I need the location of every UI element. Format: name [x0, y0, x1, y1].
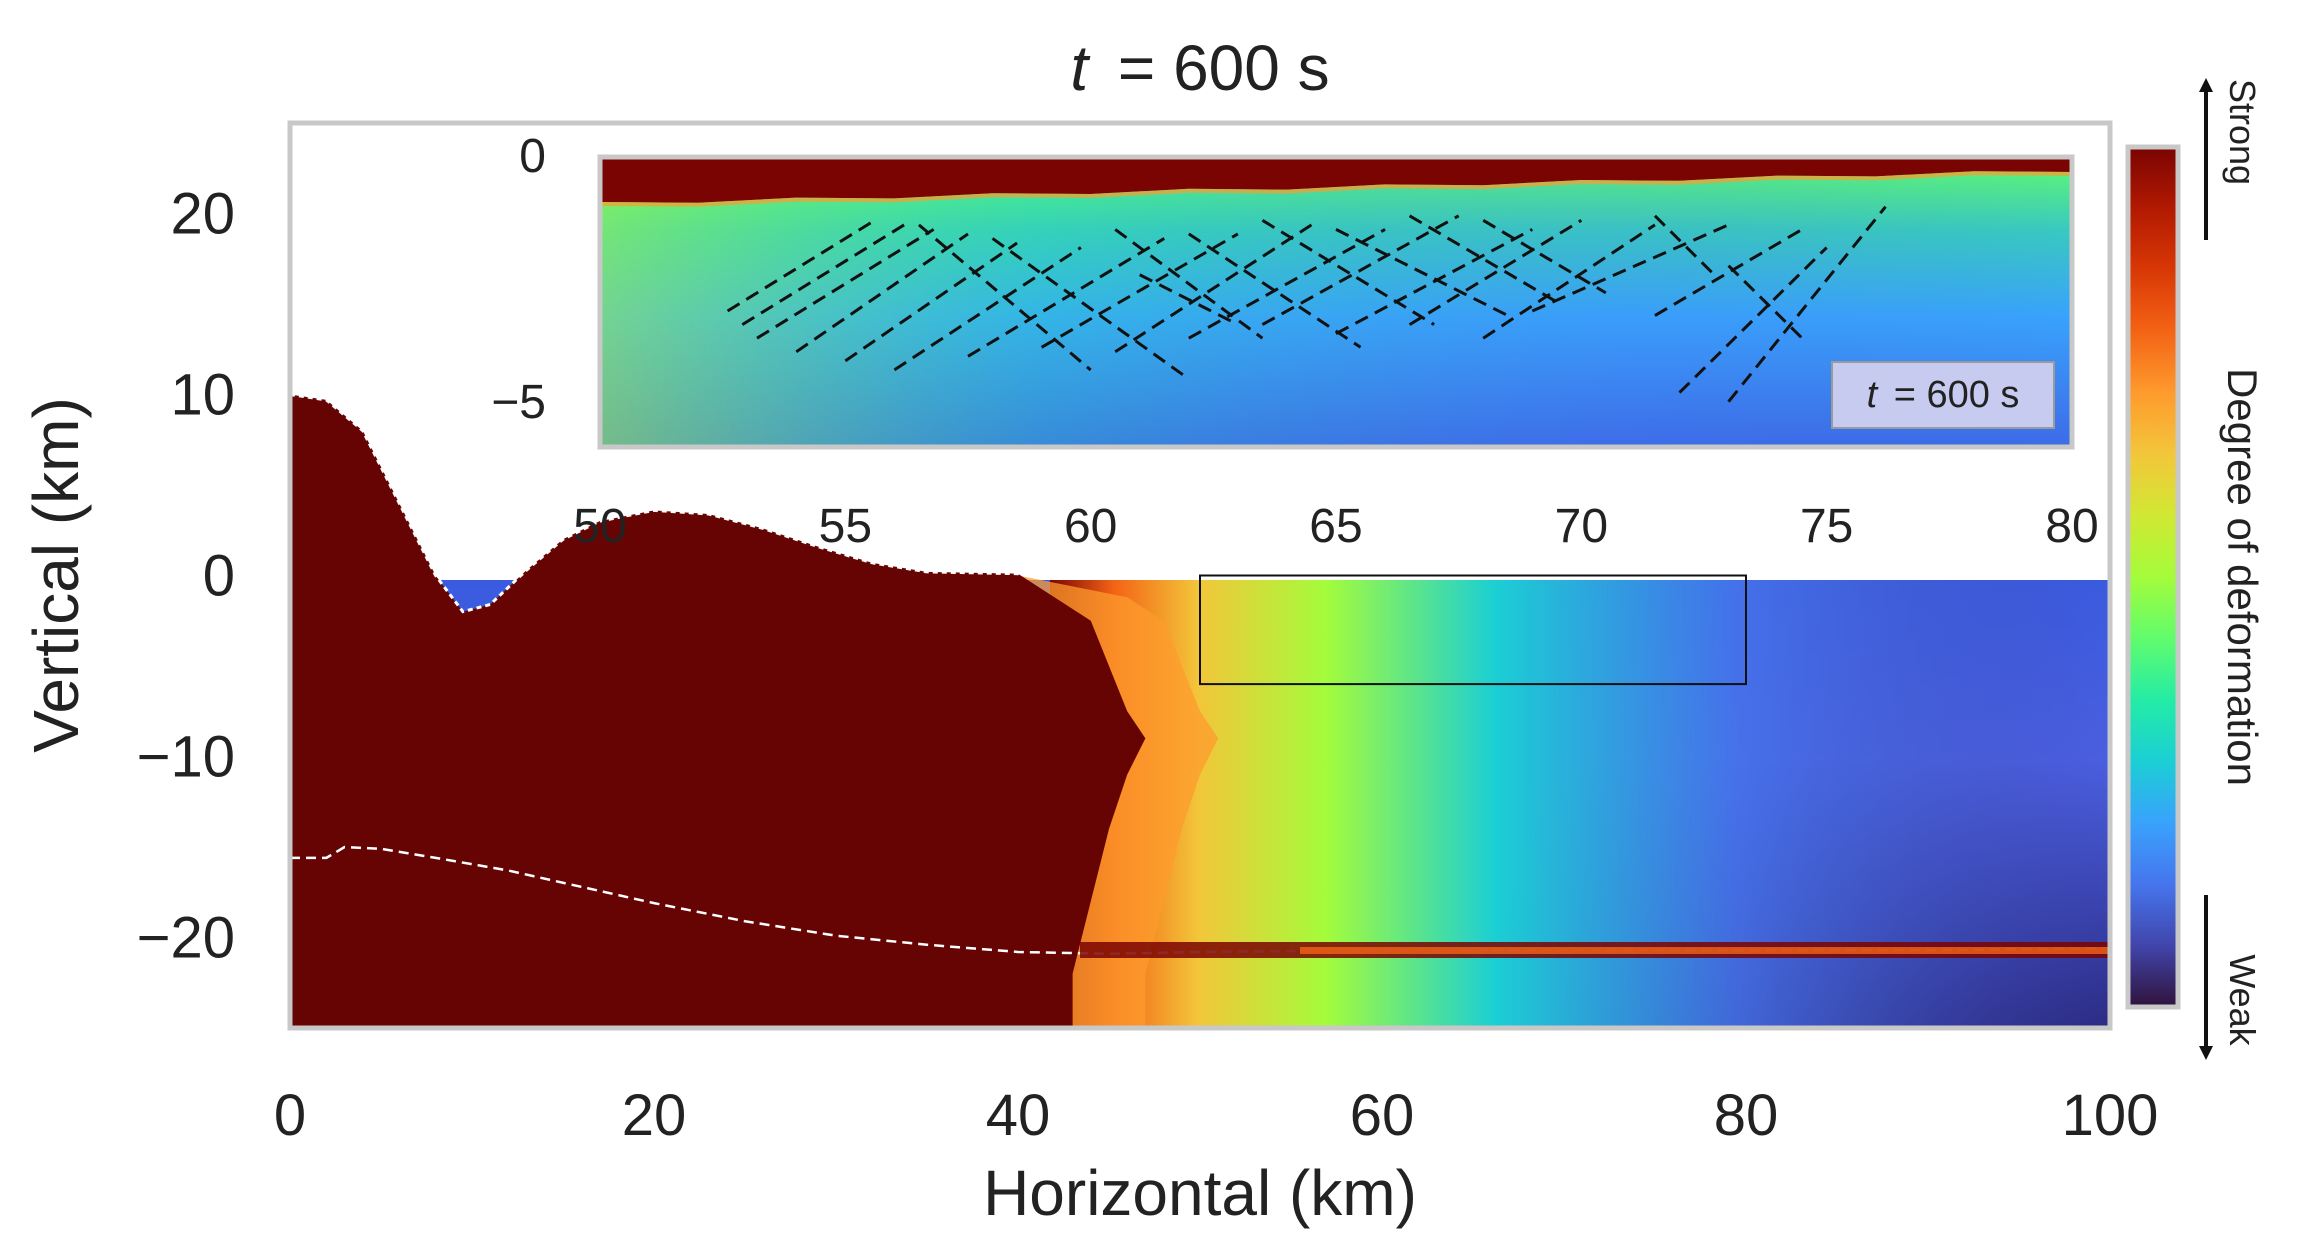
- inset-y-tick-label: 0: [519, 130, 546, 183]
- y-tick-label: −20: [137, 906, 235, 971]
- inset-time-badge: [1831, 361, 2055, 429]
- inset-y-ticks: 0 −5: [491, 130, 546, 429]
- inset-time-label: t = 600 s: [1867, 374, 2020, 416]
- inset-fade: [600, 157, 2072, 447]
- zoom-box: [1199, 574, 1747, 686]
- strong-arrow-head: [2199, 78, 2213, 92]
- inset-time-prefix: t: [1867, 374, 1879, 416]
- x-tick-label: 60: [1350, 1083, 1415, 1148]
- colorbar: Degree of deformation Strong Weak: [2125, 78, 2266, 1060]
- strong-deformation-region: [290, 394, 1146, 1028]
- colorbar-frame: [2125, 144, 2181, 1010]
- y-axis-label: Vertical (km): [20, 397, 92, 753]
- y-tick-label: 0: [203, 544, 235, 609]
- fault-line: [1408, 214, 1558, 304]
- fault-line: [1408, 219, 1583, 326]
- title-prefix: t: [1070, 32, 1090, 104]
- inset-y-tick-label: −5: [491, 376, 546, 429]
- inset-x-tick-label: 60: [1064, 500, 1117, 553]
- fault-line: [1482, 219, 1607, 295]
- inset-x-tick-label: 55: [819, 500, 872, 553]
- fault-line: [795, 232, 969, 354]
- y-tick-label: 10: [170, 363, 235, 428]
- y-tick-label: −10: [137, 725, 235, 790]
- y-tick-label: 20: [170, 182, 235, 247]
- fault-line: [1335, 228, 1533, 335]
- fault-line: [1678, 246, 1828, 394]
- fault-line: [893, 246, 1082, 372]
- fault-line: [1531, 223, 1730, 313]
- inset-fault-lines: [726, 205, 1887, 403]
- inset-x-ticks: 50 55 60 65 70 75 80: [573, 500, 2098, 553]
- inset-zoom-panel: 50 55 60 65 70 75 80 0 −5 t = 600 s: [491, 130, 2098, 553]
- main-x-ticks: 0 20 40 60 80 100: [274, 1083, 2159, 1148]
- fault-line: [1482, 223, 1656, 340]
- inset-surface-layer: [600, 157, 2072, 203]
- inset-x-tick-label: 65: [1309, 500, 1362, 553]
- x-axis-label: Horizontal (km): [983, 1157, 1417, 1229]
- fault-line: [1114, 223, 1313, 354]
- inset-x-tick-label: 80: [2045, 500, 2098, 553]
- fault-line: [1187, 232, 1362, 349]
- colorbar-label: Degree of deformation: [2219, 368, 2266, 786]
- weak-label: Weak: [2222, 954, 2263, 1046]
- fault-line: [1727, 205, 1887, 403]
- inset-surface-glow: [600, 171, 2072, 207]
- fault-line: [1335, 228, 1509, 317]
- weak-arrow-head: [2199, 1046, 2213, 1060]
- fault-line: [726, 219, 876, 313]
- x-tick-label: 100: [2062, 1083, 2159, 1148]
- fault-line: [1261, 214, 1460, 326]
- colorbar-ramp: [2128, 147, 2178, 1007]
- title-value: = 600 s: [1118, 32, 1330, 104]
- fault-line: [1188, 228, 1386, 340]
- inset-x-tick-label: 50: [573, 500, 626, 553]
- fault-line: [1653, 214, 1720, 281]
- inset-x-tick-label: 75: [1800, 500, 1853, 553]
- fault-line: [991, 237, 1190, 381]
- chart-title: t = 600 s: [1070, 32, 1329, 104]
- fault-line: [917, 223, 1092, 372]
- fault-line: [1040, 232, 1239, 349]
- fault-line: [1261, 219, 1435, 326]
- x-tick-label: 80: [1714, 1083, 1779, 1148]
- fault-line: [1654, 228, 1803, 317]
- fault-line: [1139, 273, 1239, 326]
- inset-x-tick-label: 70: [1555, 500, 1608, 553]
- inset-frame: [597, 154, 2075, 450]
- fault-line: [741, 223, 905, 326]
- warm-field: [1050, 580, 2110, 1028]
- x-tick-label: 20: [622, 1083, 687, 1148]
- fault-line: [844, 241, 1018, 363]
- main-y-ticks: 20 10 0 −10 −20: [137, 182, 235, 971]
- main-plot-frame: [287, 120, 2113, 1031]
- fault-line: [967, 237, 1166, 358]
- inset-time-value: = 600 s: [1894, 374, 2020, 416]
- fault-line: [1114, 228, 1264, 340]
- fault-line: [756, 228, 935, 340]
- x-tick-label: 40: [986, 1083, 1051, 1148]
- fault-line: [1727, 264, 1804, 340]
- x-tick-label: 0: [274, 1083, 306, 1148]
- lower-band-bright: [1300, 947, 2110, 954]
- strong-label: Strong: [2222, 79, 2263, 185]
